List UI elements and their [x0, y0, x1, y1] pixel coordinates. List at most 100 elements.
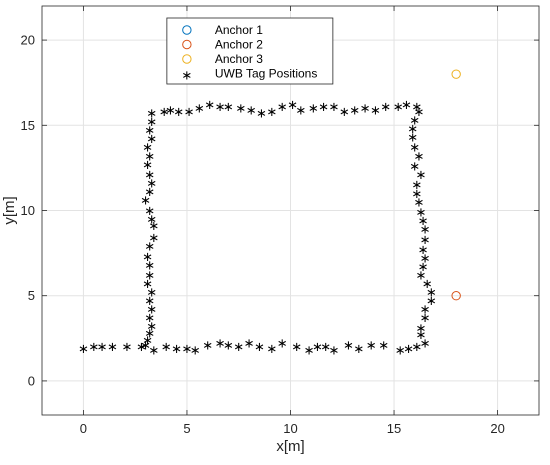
tag-position-marker: ∗: [173, 105, 184, 120]
tag-position-marker: ∗: [413, 195, 424, 210]
tag-position-marker: ∗: [144, 258, 155, 273]
tag-position-marker: ∗: [420, 233, 431, 248]
tag-position-marker: ∗: [256, 107, 267, 122]
tag-position-marker: ∗: [215, 337, 226, 352]
tag-position-marker: ∗: [184, 105, 195, 120]
tag-position-marker: ∗: [266, 342, 277, 357]
tag-position-marker: ∗: [144, 185, 155, 200]
tag-position-marker: ∗: [146, 286, 157, 301]
tag-position-marker: ∗: [144, 240, 155, 255]
tag-position-marker: ∗: [144, 294, 155, 309]
tag-position-marker: ∗: [370, 103, 381, 118]
tag-position-marker: ∗: [144, 124, 155, 139]
tag-position-marker: ∗: [223, 100, 234, 115]
legend-entry: Anchor 3: [215, 52, 263, 66]
tag-position-marker: ∗: [418, 243, 429, 258]
tag-position-marker: ∗: [88, 340, 99, 355]
tag-position-marker: ∗: [159, 105, 170, 120]
tag-position-marker: ∗: [378, 338, 389, 353]
tag-position-marker: ∗: [142, 250, 153, 265]
tag-position-marker: ∗: [246, 103, 257, 118]
tag-position-marker: ∗: [422, 277, 433, 292]
y-tick-label: 10: [21, 203, 35, 218]
tag-position-marker: ∗: [413, 149, 424, 164]
tag-position-marker: ∗: [190, 344, 201, 359]
tag-position-marker: ∗: [215, 100, 226, 115]
tag-position-marker: ∗: [403, 342, 414, 357]
tag-position-marker: ∗: [148, 219, 159, 234]
tag-position-marker: ∗: [353, 342, 364, 357]
tag-position-marker: ∗: [312, 340, 323, 355]
tag-position-marker: ∗: [418, 260, 429, 275]
y-tick-label: 5: [28, 288, 35, 303]
y-tick-label: 15: [21, 118, 35, 133]
tag-position-marker: ∗: [194, 102, 205, 117]
tag-position-marker: ∗: [146, 177, 157, 192]
tag-position-marker: ∗: [416, 269, 427, 284]
x-tick-label: 15: [387, 421, 401, 436]
tag-position-marker: ∗: [148, 344, 159, 359]
tag-position-marker: ∗: [107, 340, 118, 355]
tag-position-marker: ∗: [416, 206, 427, 221]
tag-position-marker: ∗: [146, 320, 157, 335]
tag-position-marker: ∗: [287, 98, 298, 113]
legend-marker: [182, 54, 192, 64]
tag-position-marker: ∗: [401, 98, 412, 113]
tag-position-marker: ∗: [223, 338, 234, 353]
legend-marker: [182, 25, 192, 35]
tag-position-marker: ∗: [266, 105, 277, 120]
tag-position-marker: ∗: [320, 340, 331, 355]
tag-position-marker: ∗: [308, 102, 319, 117]
ticks: 0 5 10 15 20 0 5 10 15 20: [21, 6, 539, 436]
tag-position-marker: ∗: [161, 340, 172, 355]
tag-position-marker: ∗: [291, 340, 302, 355]
tag-position-marker: ∗: [420, 223, 431, 238]
tag-position-marker: ∗: [140, 194, 151, 209]
legend-entry: UWB Tag Positions: [215, 67, 318, 81]
tag-position-marker: ∗: [254, 340, 265, 355]
tag-position-marker: ∗: [97, 340, 108, 355]
series-4: ∗ ∗∗ ∗ ∗ ∗∗∗ ∗ ∗ ∗∗ ∗ ∗∗ ∗ ∗ ∗ ∗ ∗ ∗ ∗∗∗∗ ∗ ∗ ∗ ∗ ∗∗∗∗∗∗∗∗∗∗∗…: [78, 98, 437, 358]
tag-position-marker: ∗: [426, 286, 437, 301]
tag-position-marker: ∗: [148, 231, 159, 246]
tag-position-marker: ∗: [78, 342, 89, 357]
tag-position-marker: ∗: [318, 100, 329, 115]
tag-position-marker: ∗: [146, 303, 157, 318]
tag-position-marker: ∗: [426, 294, 437, 309]
legend-entry: Anchor 2: [215, 38, 263, 52]
anchor-marker: [451, 291, 461, 301]
tag-position-marker: ∗: [144, 326, 155, 341]
tag-position-marker: ∗: [146, 115, 157, 130]
tag-position-marker: ∗: [329, 100, 340, 115]
tag-position-marker: ∗: [144, 204, 155, 219]
tag-position-marker: ∗: [411, 100, 422, 115]
y-axis-label: y[m]: [1, 196, 18, 224]
tag-position-marker: ∗: [416, 321, 427, 336]
tag-position-marker: ∗: [360, 102, 371, 117]
tag-position-marker: ∗: [146, 212, 157, 227]
tag-position-marker: ∗: [202, 338, 213, 353]
tag-position-marker: ∗: [407, 122, 418, 137]
series-3: [451, 69, 461, 79]
tag-position-marker: ∗: [380, 100, 391, 115]
tag-position-marker: ∗: [409, 159, 420, 174]
tag-position-marker: ∗: [411, 178, 422, 193]
legend-box: [166, 17, 334, 85]
tag-position-marker: ∗: [420, 311, 431, 326]
tag-position-marker: ∗: [409, 141, 420, 156]
tag-position-marker: ∗: [142, 141, 153, 156]
tag-position-marker: ∗: [233, 340, 244, 355]
legend-marker: ∗: [181, 69, 192, 84]
tag-position-marker: ∗: [204, 98, 215, 113]
tag-position-marker: ∗: [244, 337, 255, 352]
x-tick-label: 10: [283, 421, 297, 436]
tag-position-marker: ∗: [339, 105, 350, 120]
x-axis-label: x[m]: [276, 438, 304, 455]
anchor-marker: [451, 69, 461, 79]
series-2: [451, 291, 461, 301]
tag-position-marker: ∗: [171, 342, 182, 357]
tag-position-marker: ∗: [235, 102, 246, 117]
tag-position-marker: ∗: [182, 342, 193, 357]
